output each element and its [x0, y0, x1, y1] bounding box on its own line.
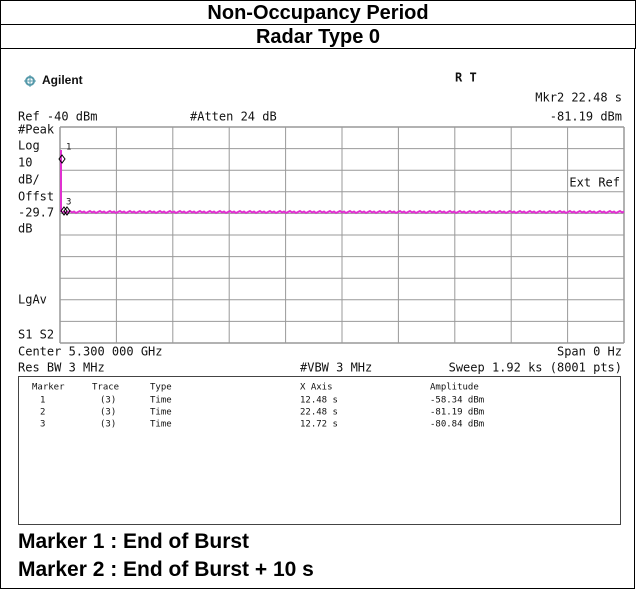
- side-label: Offst: [18, 190, 54, 204]
- cell: 12.48 s: [300, 396, 338, 406]
- marker-1-label: 1: [66, 143, 71, 153]
- trace: [61, 209, 625, 215]
- cell: (3): [100, 408, 116, 418]
- column-header: Type: [150, 383, 172, 393]
- side-label: #Peak: [18, 123, 55, 137]
- span: Span 0 Hz: [557, 345, 622, 359]
- cell: 2: [40, 408, 45, 418]
- column-header: X Axis: [300, 383, 333, 393]
- attenuation: #Atten 24 dB: [190, 110, 277, 124]
- marker-3: [63, 206, 71, 216]
- cell: -80.84 dBm: [430, 420, 484, 430]
- marker-1: [58, 154, 66, 164]
- side-label: 10: [18, 156, 32, 170]
- cell: 22.48 s: [300, 408, 338, 418]
- column-header: Marker: [32, 383, 65, 393]
- frame: [0, 48, 635, 589]
- column-header: Trace: [92, 383, 119, 393]
- column-header: Amplitude: [430, 383, 479, 393]
- cell: 12.72 s: [300, 420, 338, 430]
- center: Center 5.300 000 GHz: [18, 345, 163, 359]
- cell: Time: [150, 420, 172, 430]
- side-label: Log: [18, 139, 40, 153]
- vbw: #VBW 3 MHz: [300, 361, 372, 375]
- cell: Time: [150, 396, 172, 406]
- cell: -58.34 dBm: [430, 396, 484, 406]
- cell: 3: [40, 420, 45, 430]
- marker-2: [60, 206, 68, 216]
- side-label: dB: [18, 222, 32, 236]
- note: Marker 1 : End of Burst: [18, 530, 250, 553]
- cell: (3): [100, 420, 116, 430]
- marker-readout-x: Mkr2 22.48 s: [535, 91, 622, 105]
- cell: (3): [100, 396, 116, 406]
- note: Marker 2 : End of Burst + 10 s: [18, 558, 314, 581]
- marker-readout-y: -81.19 dBm: [550, 110, 622, 124]
- logo: [24, 75, 36, 87]
- side-label: S1 S2: [18, 328, 54, 342]
- rbw: Res BW 3 MHz: [18, 361, 105, 375]
- status: R T: [455, 71, 477, 85]
- side-label: dB/: [18, 173, 40, 187]
- side-label: -29.7: [18, 206, 54, 220]
- side-label: LgAv: [18, 293, 47, 307]
- ref-level: Ref -40 dBm: [18, 110, 97, 124]
- cell: -81.19 dBm: [430, 408, 484, 418]
- sweep: Sweep 1.92 ks (8001 pts): [449, 361, 622, 375]
- marker-table-box: [18, 376, 621, 525]
- brand: Agilent: [42, 73, 83, 87]
- cell: Time: [150, 408, 172, 418]
- cell: 1: [40, 396, 45, 406]
- ext-ref: Ext Ref: [569, 176, 620, 190]
- marker-3-label: 3: [66, 198, 71, 208]
